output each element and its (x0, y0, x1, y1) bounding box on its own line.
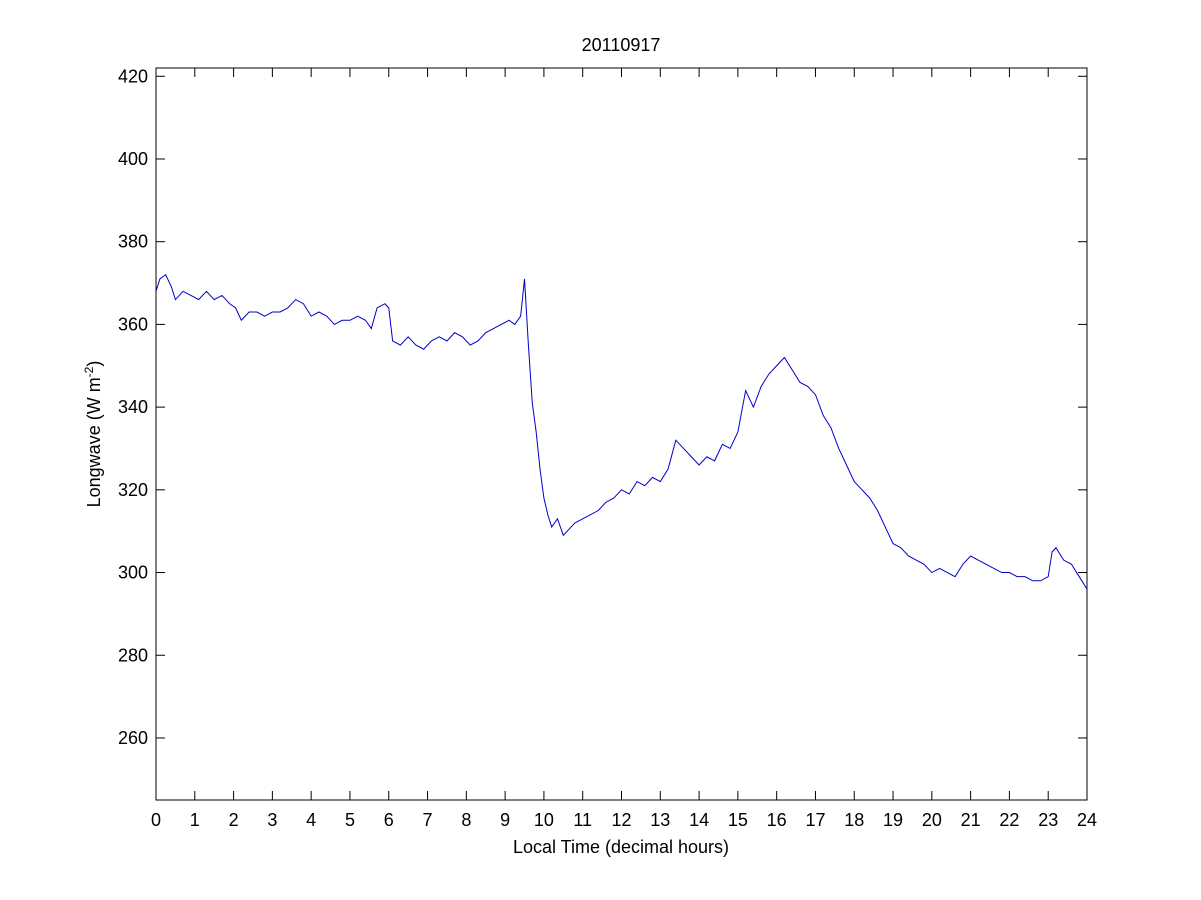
x-tick-label: 18 (844, 810, 864, 830)
y-tick-label: 320 (118, 480, 148, 500)
x-tick-label: 11 (573, 810, 592, 830)
x-tick-label: 13 (650, 810, 670, 830)
x-tick-label: 7 (423, 810, 433, 830)
longwave-series-line (155, 274, 1088, 590)
y-tick-label: 300 (118, 563, 148, 583)
x-tick-label: 17 (805, 810, 825, 830)
x-tick-label: 22 (999, 810, 1019, 830)
x-tick-label: 15 (728, 810, 748, 830)
y-axis-label: Longwave (W m-2) (82, 361, 104, 508)
x-tick-label: 20 (922, 810, 942, 830)
y-axis-label-exponent: -2 (82, 366, 96, 377)
x-tick-label: 10 (534, 810, 554, 830)
y-axis-label-close: ) (84, 361, 104, 367)
y-tick-label: 280 (118, 645, 148, 665)
x-tick-label: 19 (883, 810, 903, 830)
x-tick-label: 16 (767, 810, 787, 830)
x-tick-label: 21 (961, 810, 981, 830)
x-tick-label: 2 (229, 810, 239, 830)
x-tick-label: 9 (500, 810, 510, 830)
y-tick-label: 360 (118, 314, 148, 334)
y-tick-label: 260 (118, 728, 148, 748)
y-axis: 260 280 300 320 340 360 380 400 420 (118, 66, 1087, 748)
x-tick-label: 0 (151, 810, 161, 830)
y-axis-label-base: Longwave (W m (84, 377, 104, 507)
x-tick-label: 1 (190, 810, 200, 830)
y-tick-label: 380 (118, 232, 148, 252)
x-tick-label: 14 (689, 810, 709, 830)
x-tick-label: 12 (611, 810, 631, 830)
x-tick-label: 8 (461, 810, 471, 830)
x-tick-label: 6 (384, 810, 394, 830)
x-tick-label: 24 (1077, 810, 1097, 830)
x-axis-label: Local Time (decimal hours) (513, 837, 729, 857)
x-tick-label: 23 (1038, 810, 1058, 830)
x-axis: 0 1 2 3 4 5 6 7 8 9 10 11 12 13 14 15 16 17 18 19 20 21 22 23 24 (151, 68, 1097, 830)
x-tick-label: 4 (306, 810, 316, 830)
y-tick-label: 400 (118, 149, 148, 169)
y-tick-label: 340 (118, 397, 148, 417)
x-tick-label: 3 (267, 810, 277, 830)
x-tick-label: 5 (345, 810, 355, 830)
y-tick-label: 420 (118, 66, 148, 86)
chart-title: 20110917 (582, 35, 661, 55)
plot-area (155, 67, 1088, 801)
